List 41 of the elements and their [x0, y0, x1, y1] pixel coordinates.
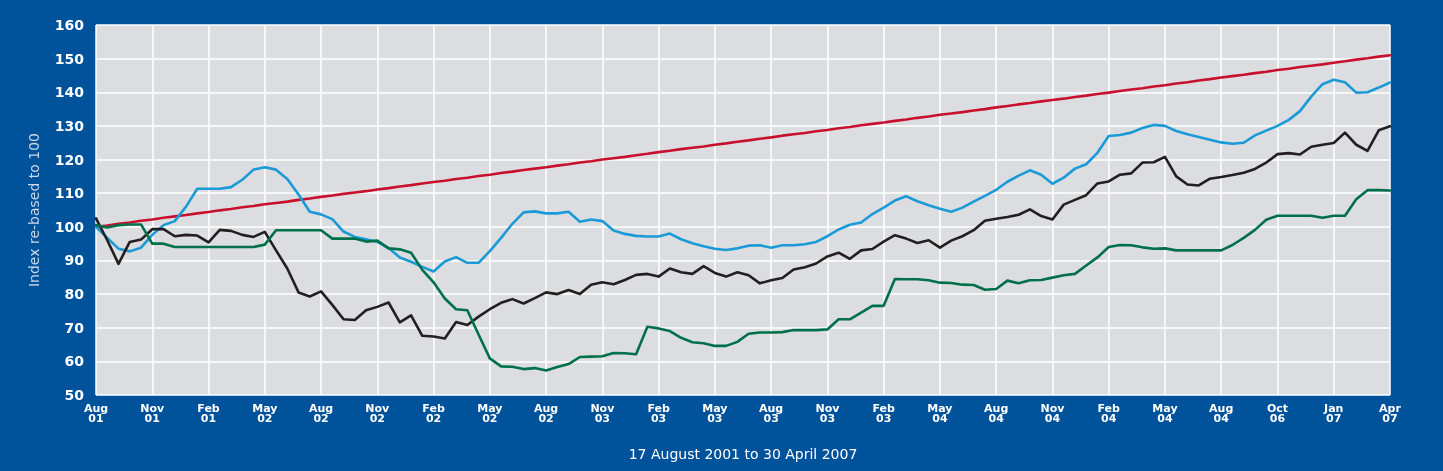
x-tick-label: May 04 [1152, 401, 1178, 425]
y-tick-label: 140 [54, 84, 85, 101]
y-tick-label: 120 [54, 151, 85, 168]
y-tick-label: 70 [64, 319, 85, 336]
y-tick-label: 150 [54, 50, 85, 67]
x-tick-label: Nov 03 [590, 401, 616, 425]
y-tick-label: 110 [54, 185, 85, 202]
line-series [94, 78, 1392, 273]
x-tick-label: Feb 02 [422, 401, 445, 425]
y-axis-title: Index re-based to 100 [26, 132, 42, 288]
x-tick-label: Nov 03 [815, 401, 841, 425]
x-tick-label: Aug 01 [83, 401, 109, 425]
x-tick-label: Jan 07 [1323, 401, 1344, 425]
y-tick-label: 130 [54, 117, 85, 134]
x-tick-label: Feb 03 [647, 401, 670, 425]
x-tick-label: Aug 03 [759, 401, 784, 425]
x-tick-label: Apr 07 [1379, 401, 1402, 425]
x-tick-label: Feb 03 [872, 401, 895, 425]
x-tick-label: May 04 [927, 401, 953, 425]
x-tick-label: Nov 01 [140, 401, 166, 425]
x-tick-label: Aug 02 [533, 401, 559, 425]
x-tick-label: Nov 02 [365, 401, 391, 425]
line-series [94, 124, 1392, 340]
x-tick-label: Aug 02 [308, 401, 334, 425]
x-tick-label: May 03 [702, 401, 728, 425]
y-tick-label: 50 [64, 387, 85, 403]
x-tick-label: Feb 01 [197, 401, 220, 425]
y-tick-label: 80 [64, 286, 85, 303]
x-tick-label: Oct 06 [1266, 401, 1289, 425]
x-tick-label: Aug 04 [1209, 401, 1234, 425]
line-series [94, 188, 1392, 372]
x-tick-label: Nov 04 [1040, 401, 1066, 425]
x-axis-title: 17 August 2001 to 30 April 2007 [628, 446, 858, 462]
x-tick-label: Feb 04 [1097, 401, 1121, 425]
y-tick-label: 60 [64, 353, 85, 370]
y-tick-label: 90 [64, 252, 85, 269]
y-tick-label: 100 [54, 218, 85, 235]
x-tick-label: Aug 04 [984, 401, 1009, 425]
x-tick-label: May 02 [477, 401, 503, 425]
y-tick-label: 160 [54, 17, 85, 33]
x-tick-label: May 02 [252, 401, 278, 425]
